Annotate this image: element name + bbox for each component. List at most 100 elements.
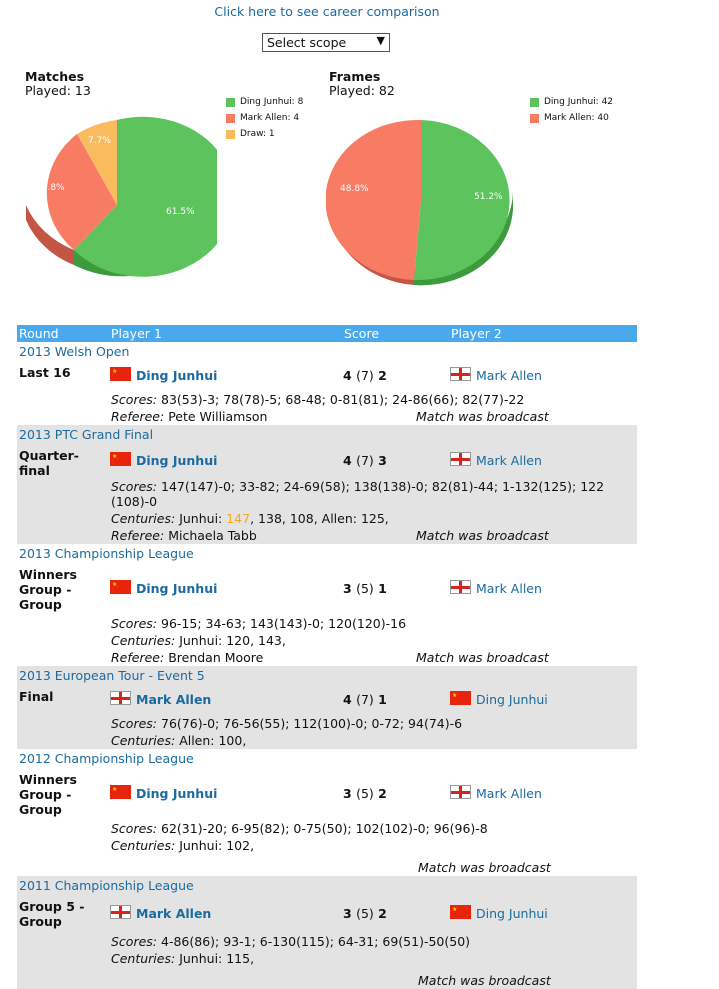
header-player1: Player 1	[109, 325, 342, 342]
round-cell: Final	[17, 683, 109, 715]
player1-cell: Ding Junhui	[109, 766, 342, 820]
pie-slice-allen	[46, 134, 117, 250]
scores-row: Scores: 76(76)-0; 76-56(55); 112(100)-0;…	[17, 715, 637, 732]
career-comparison-link[interactable]: Click here to see career comparison	[214, 4, 440, 19]
matches-label-allen: 30.8%	[36, 183, 65, 193]
scope-select[interactable]: Select scope ▼	[262, 33, 390, 52]
score-cell: 4 (7) 1	[342, 683, 449, 715]
player2-cell: Mark Allen	[449, 561, 637, 615]
round-cell: Group 5 - Group	[17, 893, 109, 933]
china-flag-icon	[110, 785, 131, 799]
player1-link[interactable]: Ding Junhui	[136, 581, 218, 596]
round-cell: Winners Group - Group	[17, 766, 109, 820]
player1-cell: Mark Allen	[109, 683, 342, 715]
player1-link[interactable]: Mark Allen	[136, 692, 212, 707]
northern-ireland-flag-icon	[110, 691, 131, 705]
player1-cell: Ding Junhui	[109, 561, 342, 615]
event-row: 2013 PTC Grand Final	[17, 425, 637, 442]
round-cell: Quarter-final	[17, 442, 109, 478]
matches-legend: Ding Junhui: 8 Mark Allen: 4 Draw: 1	[226, 94, 303, 142]
event-link[interactable]: 2013 Championship League	[19, 546, 194, 561]
broadcast-note: Match was broadcast	[416, 649, 637, 666]
centuries-row: Centuries: Allen: 100,	[17, 732, 637, 749]
legend-item: Ding Junhui: 8	[226, 94, 303, 110]
event-link[interactable]: 2013 PTC Grand Final	[19, 427, 154, 442]
pie-slice-ding	[74, 116, 217, 277]
northern-ireland-flag-icon	[110, 905, 131, 919]
legend-item: Ding Junhui: 42	[530, 94, 613, 110]
player2-link[interactable]: Mark Allen	[476, 581, 542, 596]
player1-link[interactable]: Ding Junhui	[136, 786, 218, 801]
legend-item: Mark Allen: 40	[530, 110, 613, 126]
china-flag-icon	[110, 452, 131, 466]
match-row: Final Mark Allen 4 (7) 1 Ding Junhui	[17, 683, 637, 715]
pie-slice-ding	[414, 120, 510, 281]
broadcast-row: Match was broadcast	[17, 967, 637, 989]
frames-label-allen: 48.8%	[340, 184, 369, 194]
broadcast-note: Match was broadcast	[418, 854, 637, 876]
legend-item: Mark Allen: 4	[226, 110, 303, 126]
round-cell: Last 16	[17, 359, 109, 391]
centuries-row: Centuries: Junhui: 147, 138, 108, Allen:…	[17, 510, 637, 527]
northern-ireland-flag-icon	[450, 367, 471, 381]
player1-link[interactable]: Ding Junhui	[136, 453, 218, 468]
event-row: 2013 Championship League	[17, 544, 637, 561]
header-round: Round	[17, 325, 109, 342]
referee-row: Referee: Brendan Moore Match was broadcas…	[17, 649, 637, 666]
score-cell: 4 (7) 2	[342, 359, 449, 391]
frames-label-ding: 51.2%	[474, 192, 503, 202]
player1-link[interactable]: Mark Allen	[136, 906, 212, 921]
player2-link[interactable]: Ding Junhui	[476, 906, 548, 921]
event-link[interactable]: 2013 European Tour - Event 5	[19, 668, 205, 683]
player1-link[interactable]: Ding Junhui	[136, 368, 218, 383]
referee-row: Referee: Pete Williamson Match was broadc…	[17, 408, 637, 425]
player1-cell: Mark Allen	[109, 893, 342, 933]
event-link[interactable]: 2012 Championship League	[19, 751, 194, 766]
player2-link[interactable]: Mark Allen	[476, 453, 542, 468]
table-header-row: Round Player 1 Score Player 2	[17, 325, 637, 342]
player2-cell: Mark Allen	[449, 766, 637, 820]
centuries-row: Centuries: Junhui: 102,	[17, 837, 637, 854]
round-cell: Winners Group - Group	[17, 561, 109, 615]
score-cell: 3 (5) 2	[342, 766, 449, 820]
matches-chart-title: Matches	[25, 69, 85, 84]
scores-row: Scores: 62(31)-20; 6-95(82); 0-75(50); 1…	[17, 820, 637, 837]
northern-ireland-flag-icon	[450, 452, 471, 466]
score-cell: 3 (5) 2	[342, 893, 449, 933]
referee-row: Referee: Michaela Tabb Match was broadcas…	[17, 527, 637, 544]
frames-chart-subtitle: Played: 82	[329, 83, 395, 98]
event-row: 2013 Welsh Open	[17, 342, 637, 359]
china-flag-icon	[110, 580, 131, 594]
event-row: 2012 Championship League	[17, 749, 637, 766]
pie-slice-allen	[326, 119, 421, 280]
score-cell: 3 (5) 1	[342, 561, 449, 615]
matches-pie-chart: 61.5% 30.8% 7.7%	[26, 116, 217, 277]
match-row: Winners Group - Group Ding Junhui 3 (5) …	[17, 561, 637, 615]
header-player2: Player 2	[449, 325, 637, 342]
player2-link[interactable]: Mark Allen	[476, 786, 542, 801]
results-table: Round Player 1 Score Player 2 2013 Welsh…	[17, 325, 637, 989]
centuries-row: Centuries: Junhui: 115,	[17, 950, 637, 967]
player2-link[interactable]: Ding Junhui	[476, 692, 548, 707]
frames-chart-title: Frames	[329, 69, 381, 84]
scores-row: Scores: 4-86(86); 93-1; 6-130(115); 64-3…	[17, 933, 637, 950]
chevron-down-icon: ▼	[376, 34, 385, 47]
player2-link[interactable]: Mark Allen	[476, 368, 542, 383]
score-cell: 4 (7) 3	[342, 442, 449, 478]
event-link[interactable]: 2013 Welsh Open	[19, 344, 130, 359]
matches-chart-subtitle: Played: 13	[25, 83, 91, 98]
player2-cell: Mark Allen	[449, 442, 637, 478]
frames-legend: Ding Junhui: 42 Mark Allen: 40	[530, 94, 613, 126]
scores-row: Scores: 147(147)-0; 33-82; 24-69(58); 13…	[17, 478, 637, 510]
northern-ireland-flag-icon	[450, 580, 471, 594]
scores-row: Scores: 96-15; 34-63; 143(143)-0; 120(12…	[17, 615, 637, 632]
event-link[interactable]: 2011 Championship League	[19, 878, 194, 893]
match-row: Last 16 Ding Junhui 4 (7) 2 Mark Allen	[17, 359, 637, 391]
match-row: Winners Group - Group Ding Junhui 3 (5) …	[17, 766, 637, 820]
header-score: Score	[342, 325, 449, 342]
northern-ireland-flag-icon	[450, 785, 471, 799]
centuries-row: Centuries: Junhui: 120, 143,	[17, 632, 637, 649]
legend-item: Draw: 1	[226, 126, 303, 142]
china-flag-icon	[110, 367, 131, 381]
match-row: Group 5 - Group Mark Allen 3 (5) 2 Ding …	[17, 893, 637, 933]
